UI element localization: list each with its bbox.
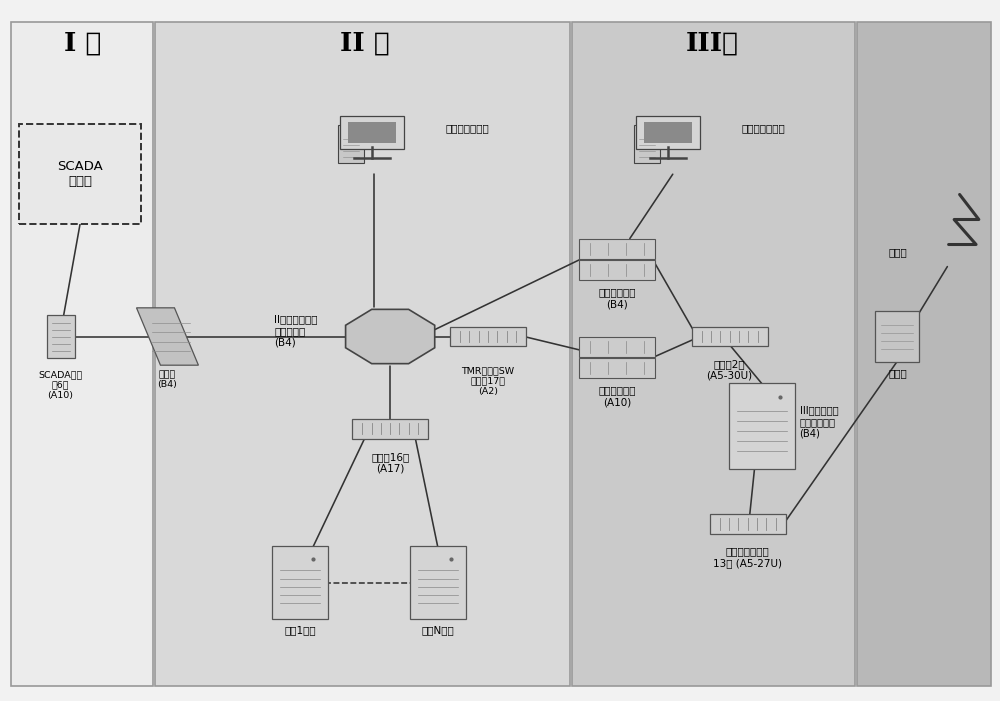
FancyBboxPatch shape — [19, 124, 141, 224]
FancyBboxPatch shape — [692, 327, 768, 346]
FancyBboxPatch shape — [450, 327, 526, 346]
Text: III区新能源调
度管理服务器
(B4): III区新能源调 度管理服务器 (B4) — [800, 405, 838, 438]
Text: 交换机16口
(A17): 交换机16口 (A17) — [371, 452, 409, 474]
Text: I 区: I 区 — [64, 30, 101, 55]
FancyBboxPatch shape — [11, 22, 153, 686]
FancyBboxPatch shape — [644, 122, 692, 144]
Text: 防火墙
(B4): 防火墙 (B4) — [158, 370, 177, 390]
FancyBboxPatch shape — [875, 311, 919, 362]
Polygon shape — [346, 309, 435, 364]
FancyBboxPatch shape — [155, 22, 570, 686]
Text: 子站1上报: 子站1上报 — [284, 625, 316, 634]
FancyBboxPatch shape — [579, 358, 655, 378]
FancyBboxPatch shape — [710, 515, 786, 533]
Text: III区: III区 — [686, 30, 739, 55]
Text: SCADA交换
机6口
(A10): SCADA交换 机6口 (A10) — [38, 370, 83, 400]
FancyBboxPatch shape — [340, 116, 404, 149]
FancyBboxPatch shape — [636, 116, 700, 149]
Text: 正向隔离装置
(A10): 正向隔离装置 (A10) — [598, 386, 636, 407]
Text: 系统显示工作站: 系统显示工作站 — [445, 123, 489, 133]
Text: II区新能源调度
管理服务器
(B4): II区新能源调度 管理服务器 (B4) — [274, 314, 318, 348]
FancyBboxPatch shape — [47, 315, 75, 358]
Text: 临火墙: 临火墙 — [888, 247, 907, 257]
Text: 反向隔离装置
(B4): 反向隔离装置 (B4) — [598, 287, 636, 309]
Text: SCADA
数据库: SCADA 数据库 — [57, 160, 103, 188]
Polygon shape — [137, 308, 198, 365]
Text: 数值气象工作站: 数值气象工作站 — [742, 123, 785, 133]
FancyBboxPatch shape — [272, 546, 328, 619]
FancyBboxPatch shape — [729, 383, 795, 470]
Text: 三区出口交换机
13口 (A5-27U): 三区出口交换机 13口 (A5-27U) — [713, 546, 782, 568]
Text: 防火墙: 防火墙 — [888, 368, 907, 378]
FancyBboxPatch shape — [579, 337, 655, 357]
FancyBboxPatch shape — [352, 419, 428, 439]
FancyBboxPatch shape — [579, 260, 655, 280]
FancyBboxPatch shape — [857, 22, 991, 686]
Text: II 区: II 区 — [340, 30, 390, 55]
Text: TMR数据库SW
交换机17口
(A2): TMR数据库SW 交换机17口 (A2) — [461, 366, 515, 395]
FancyBboxPatch shape — [348, 122, 396, 144]
FancyBboxPatch shape — [338, 125, 364, 163]
FancyBboxPatch shape — [410, 546, 466, 619]
Text: 交换机2口
(A5-30U): 交换机2口 (A5-30U) — [707, 359, 753, 381]
FancyBboxPatch shape — [579, 239, 655, 259]
FancyBboxPatch shape — [634, 125, 660, 163]
Text: 子站N上报: 子站N上报 — [422, 625, 454, 634]
FancyBboxPatch shape — [572, 22, 855, 686]
